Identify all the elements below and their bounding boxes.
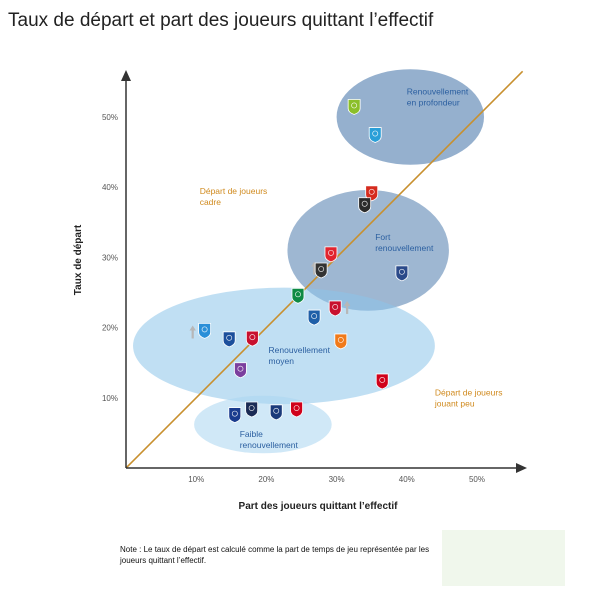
club-point xyxy=(291,287,305,304)
y-tick-label: 10% xyxy=(102,394,118,403)
footnote: Note : Le taux de départ est calculé com… xyxy=(120,545,430,565)
club-badge-emblem xyxy=(361,200,368,207)
club-badge xyxy=(198,323,212,339)
club-badge-emblem xyxy=(273,407,280,414)
y-axis-label: Taux de départ xyxy=(73,224,84,295)
club-point xyxy=(314,262,328,279)
cluster-ellipse xyxy=(336,69,485,165)
club-badge-emblem xyxy=(332,303,339,310)
annotation-text: Départ de joueurs cadre xyxy=(200,186,268,207)
club-point xyxy=(198,323,212,339)
club-badge-emblem xyxy=(318,266,325,272)
club-point xyxy=(365,185,379,202)
annotation-text: Départ de joueurs jouant peu xyxy=(434,388,503,409)
y-axis-arrow xyxy=(121,70,131,81)
club-badge xyxy=(328,300,342,317)
club-badge-emblem xyxy=(293,405,300,411)
club-point xyxy=(245,330,259,347)
club-badge-emblem xyxy=(398,268,405,275)
club-badge-emblem xyxy=(231,410,238,417)
club-point xyxy=(245,401,259,418)
club-badge xyxy=(368,127,382,143)
club-badge-emblem xyxy=(248,405,255,411)
y-tick-label: 30% xyxy=(102,253,118,262)
club-badge xyxy=(334,333,348,350)
club-point xyxy=(290,401,303,418)
club-badge xyxy=(307,309,321,326)
club-badge xyxy=(269,404,283,421)
x-axis-label: Part des joueurs quittant l’effectif xyxy=(239,501,399,512)
club-badge xyxy=(324,246,338,263)
club-badge-emblem xyxy=(337,336,344,343)
club-point xyxy=(324,246,338,263)
y-tick-label: 20% xyxy=(102,324,118,333)
club-badge xyxy=(245,330,259,347)
club-badge xyxy=(222,331,236,348)
points-layer xyxy=(198,99,409,424)
club-badge-emblem xyxy=(372,130,379,137)
axes-layer xyxy=(121,70,527,473)
club-point xyxy=(328,300,342,317)
club-badge xyxy=(245,401,259,418)
club-point xyxy=(347,99,361,115)
club-point xyxy=(375,373,389,390)
x-tick-label: 30% xyxy=(329,475,345,484)
y-tick-label: 50% xyxy=(102,113,118,122)
trend-arrowhead xyxy=(343,300,351,306)
club-badge-emblem xyxy=(311,313,318,320)
club-point xyxy=(358,197,372,214)
x-tick-label: 40% xyxy=(399,475,415,484)
trend-arrowhead xyxy=(189,325,196,331)
club-point xyxy=(269,404,283,421)
club-badge xyxy=(234,362,247,379)
annotation-layer: Départ de joueurs cadre Départ de joueurs j… xyxy=(200,186,503,408)
page-title: Taux de départ et part des joueurs quitt… xyxy=(8,10,434,31)
cluster-label: Renouvellement moyen xyxy=(269,345,331,366)
cluster-ellipse xyxy=(287,190,449,311)
club-point xyxy=(368,127,382,143)
chart-area: Renouvellement en profondeur Fort renouvell… xyxy=(73,69,527,512)
club-badge xyxy=(358,197,372,214)
club-point xyxy=(307,309,321,326)
club-badge xyxy=(395,265,409,282)
club-badge-emblem xyxy=(237,365,244,372)
club-point xyxy=(234,362,247,379)
club-badge-emblem xyxy=(328,249,334,256)
cluster-label: Faible renouvellement xyxy=(240,429,299,450)
club-badge xyxy=(347,99,361,115)
club-badge xyxy=(365,185,379,202)
cluster-label: Renouvellement en profondeur xyxy=(407,87,469,108)
club-badge-emblem xyxy=(295,291,301,298)
x-tick-label: 20% xyxy=(258,475,274,484)
club-badge-emblem xyxy=(351,102,358,109)
club-point xyxy=(228,407,242,424)
x-axis-arrow xyxy=(516,463,527,473)
club-badge xyxy=(375,373,389,390)
club-badge-emblem xyxy=(368,188,375,195)
club-badge-emblem xyxy=(201,326,208,333)
cluster-layer: Renouvellement en profondeur Fort renouvell… xyxy=(133,69,485,454)
footnote-box xyxy=(442,530,565,586)
x-tick-label: 10% xyxy=(188,475,204,484)
club-badge xyxy=(290,401,303,418)
arrow-layer xyxy=(189,261,351,339)
club-badge xyxy=(314,262,328,279)
club-point xyxy=(395,265,409,282)
club-badge-emblem xyxy=(226,334,233,341)
cluster-label: Fort renouvellement xyxy=(375,232,434,253)
y-tick-label: 40% xyxy=(102,183,118,192)
cluster-ellipse xyxy=(133,287,435,405)
club-badge-emblem xyxy=(249,334,256,341)
tick-layer: 10% 20% 30% 40% 50% 10% 20% 30% 40% 50% xyxy=(102,113,485,484)
club-badge xyxy=(228,407,242,424)
club-badge xyxy=(291,287,305,304)
club-point xyxy=(334,333,348,350)
x-tick-label: 50% xyxy=(469,475,485,484)
club-point xyxy=(222,331,236,348)
club-badge-emblem xyxy=(379,377,386,383)
